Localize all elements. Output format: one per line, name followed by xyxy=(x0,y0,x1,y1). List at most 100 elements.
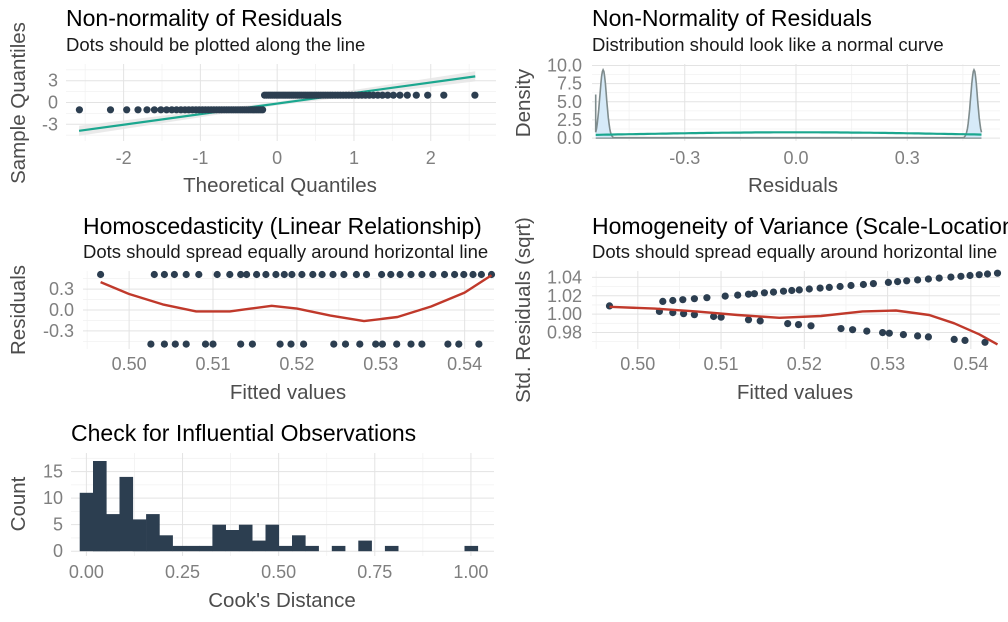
qq-points xyxy=(75,91,479,114)
scale-location-point xyxy=(816,284,824,292)
residual-point xyxy=(341,340,350,348)
y-tick-label: 0.98 xyxy=(547,322,582,342)
residual-point xyxy=(171,340,179,348)
x-tick-label: -0.3 xyxy=(669,148,700,168)
residual-point xyxy=(288,270,296,279)
scale-location-point xyxy=(847,281,855,290)
x-tick-label: 0.50 xyxy=(261,562,296,582)
residual-point xyxy=(418,340,426,348)
residual-point xyxy=(460,270,468,279)
qq-point xyxy=(150,106,158,114)
scale-location-point xyxy=(703,294,711,302)
y-tick-label: 0.3 xyxy=(49,279,74,299)
qq-point xyxy=(157,106,165,114)
scale-location-point xyxy=(993,269,1002,277)
qq-point xyxy=(123,106,131,114)
smooth-line xyxy=(100,274,493,323)
residual-point xyxy=(209,340,217,348)
x-tick-label: 1.00 xyxy=(453,562,488,582)
scale-location-point xyxy=(894,278,902,286)
scale-location-point xyxy=(869,280,878,288)
residual-point xyxy=(262,270,270,279)
scale-location-point xyxy=(885,329,893,337)
residual-point xyxy=(451,270,459,279)
scale-location-point xyxy=(756,317,764,325)
qq-point xyxy=(440,91,448,99)
histogram-bar xyxy=(384,545,399,552)
residual-point xyxy=(469,270,477,279)
density-curve xyxy=(594,67,983,139)
panel-3-y-axis-label: Residuals xyxy=(7,265,30,355)
scale-location-point xyxy=(863,327,871,335)
residual-point xyxy=(280,270,288,279)
residual-point xyxy=(213,270,221,279)
scale-location-point xyxy=(779,287,788,295)
residual-point xyxy=(372,340,380,348)
panel-3-x-axis-label: Fitted values xyxy=(230,381,346,404)
scale-location-point xyxy=(710,312,718,321)
scale-location-point xyxy=(957,272,965,280)
histogram-bar xyxy=(172,545,187,552)
scale-location-point xyxy=(788,286,796,295)
x-tick-label: 0.3 xyxy=(895,148,920,168)
histogram-bar xyxy=(278,545,293,552)
histogram-bar xyxy=(252,540,266,552)
residual-point xyxy=(195,270,203,279)
y-tick-label: 7.5 xyxy=(557,74,582,94)
scale-location-point xyxy=(769,288,778,296)
histogram-bar xyxy=(106,514,120,552)
panel-4-grid xyxy=(592,271,1000,349)
residual-point xyxy=(182,270,190,279)
panel-1-title: Non-normality of Residuals xyxy=(66,5,342,31)
histogram-bar xyxy=(119,476,134,552)
x-tick-label: 0.0 xyxy=(783,148,808,168)
residual-point xyxy=(396,270,404,279)
scale-location-point xyxy=(983,270,992,278)
histogram-bar xyxy=(464,545,479,552)
residual-point xyxy=(393,340,401,348)
qq-point xyxy=(424,91,432,99)
residual-points xyxy=(97,270,496,348)
qq-point xyxy=(378,91,387,99)
histogram-bars xyxy=(79,461,479,552)
scale-location-point xyxy=(961,336,969,344)
x-tick-label: 0.53 xyxy=(870,354,905,374)
y-tick-label: 5.0 xyxy=(557,92,582,112)
x-tick-label: 0.75 xyxy=(357,562,392,582)
y-tick-label: 5 xyxy=(53,515,63,535)
panel-4-y-axis-label: Std. Residuals (sqrt) xyxy=(512,217,535,403)
residual-point xyxy=(248,340,256,348)
residual-point xyxy=(329,270,337,279)
qq-point xyxy=(403,91,411,99)
panel-4-title: Homogeneity of Variance (Scale-Location) xyxy=(592,213,1008,239)
x-tick-label: 1 xyxy=(349,148,359,168)
x-tick-label: 0.52 xyxy=(787,354,822,374)
x-tick-label: -1 xyxy=(192,148,208,168)
residual-point xyxy=(378,340,386,348)
scale-location-point xyxy=(690,295,699,303)
y-tick-label: 1.00 xyxy=(547,304,582,324)
histogram-bar xyxy=(292,535,306,552)
scale-location-point xyxy=(784,320,792,328)
x-tick-label: 0.52 xyxy=(279,354,314,374)
x-tick-label: -2 xyxy=(116,148,132,168)
scale-location-point xyxy=(859,280,868,289)
reference-line xyxy=(78,75,476,132)
residual-point xyxy=(201,340,210,348)
residual-point xyxy=(444,340,452,348)
y-tick-label: 10 xyxy=(43,488,63,508)
scale-location-point xyxy=(795,286,803,294)
qq-point xyxy=(259,106,267,114)
panel-3-subtitle: Dots should spread equally around horizo… xyxy=(83,241,488,262)
y-tick-label: 3 xyxy=(48,71,58,91)
residual-point xyxy=(182,340,190,348)
scale-location-point xyxy=(721,292,729,300)
qq-point xyxy=(396,91,404,99)
scale-location-points xyxy=(605,269,1002,346)
y-tick-label: 0 xyxy=(53,541,63,561)
qq-point xyxy=(143,106,151,114)
scale-location-point xyxy=(924,275,933,283)
x-tick-label: 0.53 xyxy=(363,354,398,374)
residual-point xyxy=(160,340,168,348)
